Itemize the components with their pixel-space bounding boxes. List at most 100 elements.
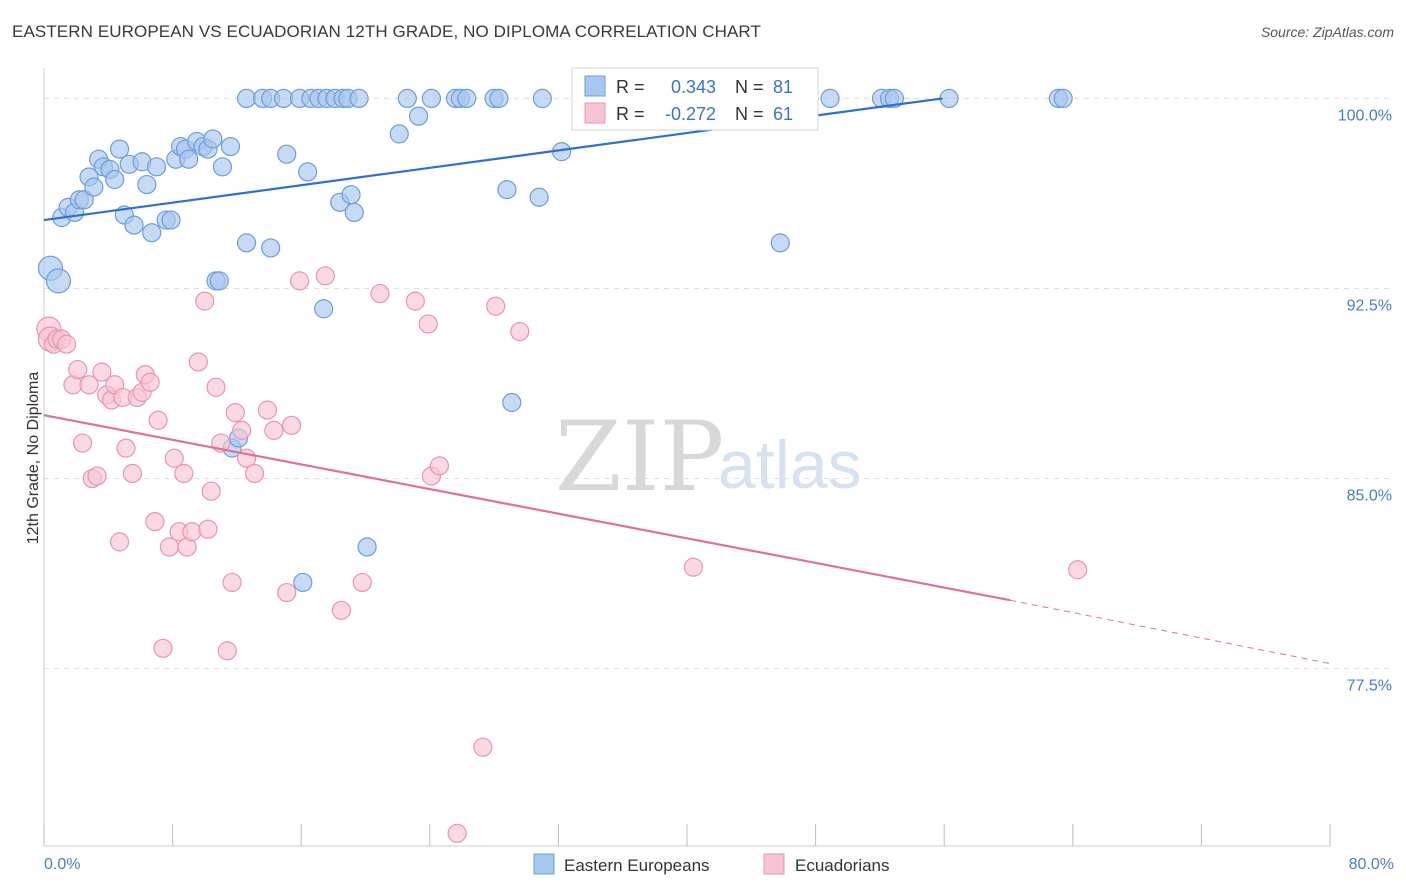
point-eastern-european xyxy=(349,88,369,109)
point-ecuadorian xyxy=(92,362,112,382)
point-ecuadorian xyxy=(418,314,438,334)
point-ecuadorian xyxy=(257,400,278,420)
point-ecuadorian xyxy=(195,291,215,311)
y-tick-label: 100.0% xyxy=(1338,107,1392,124)
point-eastern-european xyxy=(45,268,72,294)
point-eastern-european xyxy=(84,177,104,197)
legend-swatch-ecuadorians xyxy=(763,853,785,875)
watermark: ZIP atlas xyxy=(555,401,862,513)
point-ecuadorian xyxy=(429,456,450,476)
point-eastern-european xyxy=(179,149,199,169)
y-axis-title: 12th Grade, No Diploma xyxy=(25,372,42,545)
point-ecuadorian xyxy=(72,433,93,453)
stats-legend-frame xyxy=(571,67,819,131)
watermark-atlas: atlas xyxy=(718,427,862,503)
trend-line-ecuadorians-extension xyxy=(1010,599,1331,665)
point-ecuadorian xyxy=(510,321,530,342)
point-eastern-european xyxy=(341,185,361,205)
point-eastern-european xyxy=(220,136,241,157)
point-eastern-european xyxy=(314,299,334,319)
point-eastern-european xyxy=(137,174,157,195)
point-eastern-european xyxy=(357,537,377,557)
legend-label-eastern-europeans: Eastern Europeans xyxy=(564,856,710,875)
point-eastern-european xyxy=(146,157,167,177)
point-ecuadorian xyxy=(153,638,173,658)
point-ecuadorian xyxy=(206,377,226,397)
point-ecuadorian xyxy=(447,823,467,843)
x-tick-label-min: 0.0% xyxy=(44,856,80,873)
legend-swatch-pink xyxy=(584,102,606,124)
pink-r-value: -0.272 xyxy=(665,104,716,124)
series-eastern-europeans xyxy=(37,88,1073,593)
point-ecuadorian xyxy=(174,463,194,484)
x-tick-labels: 0.0% 80.0% xyxy=(44,856,1394,873)
point-ecuadorian xyxy=(140,372,160,392)
bottom-legend: Eastern Europeans Ecuadorians xyxy=(533,853,890,875)
point-eastern-european xyxy=(298,162,318,182)
point-ecuadorian xyxy=(244,463,265,484)
series-ecuadorians xyxy=(36,266,1088,843)
point-ecuadorian xyxy=(486,296,506,316)
point-ecuadorian xyxy=(277,582,297,603)
x-tick-label-max: 80.0% xyxy=(1349,856,1394,873)
y-tick-labels: 100.0% 92.5% 85.0% 77.5% xyxy=(1338,107,1392,694)
point-eastern-european xyxy=(236,88,257,109)
point-eastern-european xyxy=(344,202,364,223)
point-eastern-european xyxy=(939,88,959,109)
point-eastern-european xyxy=(273,88,294,109)
point-eastern-european xyxy=(293,572,313,593)
point-eastern-european xyxy=(1053,88,1073,109)
y-tick-label: 77.5% xyxy=(1347,678,1392,695)
point-eastern-european xyxy=(212,157,233,177)
point-eastern-european xyxy=(209,271,229,291)
legend-label-ecuadorians: Ecuadorians xyxy=(795,856,890,875)
trend-line-ecuadorians xyxy=(43,414,1011,602)
point-eastern-european xyxy=(502,392,522,413)
point-ecuadorian xyxy=(225,403,245,423)
point-ecuadorian xyxy=(188,352,208,372)
point-ecuadorian xyxy=(164,448,184,468)
gridlines xyxy=(44,97,1392,670)
point-eastern-european xyxy=(203,129,223,149)
point-ecuadorian xyxy=(148,410,168,430)
point-eastern-european xyxy=(457,88,477,109)
blue-n-value: 81 xyxy=(773,77,793,97)
point-eastern-european xyxy=(489,88,509,109)
point-eastern-european xyxy=(770,233,790,253)
y-tick-label: 92.5% xyxy=(1347,297,1392,314)
point-ecuadorian xyxy=(473,737,493,757)
point-eastern-european xyxy=(532,88,552,109)
point-ecuadorian xyxy=(331,600,351,620)
point-ecuadorian xyxy=(79,375,99,395)
point-eastern-european xyxy=(389,124,409,144)
point-ecuadorian xyxy=(1068,560,1088,580)
point-eastern-european xyxy=(124,215,144,235)
point-eastern-european xyxy=(277,144,297,164)
legend-swatch-eastern-europeans xyxy=(533,853,555,875)
point-eastern-european xyxy=(142,223,162,243)
point-eastern-european xyxy=(884,88,904,109)
point-ecuadorian xyxy=(145,512,165,532)
point-ecuadorian xyxy=(116,438,136,458)
point-ecuadorian xyxy=(68,359,88,380)
point-ecuadorian xyxy=(217,641,237,661)
point-ecuadorian xyxy=(289,271,310,291)
point-ecuadorian xyxy=(352,572,372,593)
blue-r-label: R = xyxy=(616,77,645,97)
point-ecuadorian xyxy=(198,519,218,539)
point-eastern-european xyxy=(261,238,281,258)
point-ecuadorian xyxy=(281,415,302,435)
point-ecuadorian xyxy=(683,557,704,577)
blue-n-label: N = xyxy=(735,77,764,97)
point-ecuadorian xyxy=(182,522,202,542)
point-ecuadorian xyxy=(56,334,77,354)
blue-r-value: 0.343 xyxy=(671,77,716,97)
point-eastern-european xyxy=(397,88,417,109)
pink-r-label: R = xyxy=(616,104,645,124)
stats-legend: R = 0.343 N = 81 R = -0.272 N = 61 xyxy=(571,67,819,131)
legend-swatch-blue xyxy=(584,75,606,97)
point-ecuadorian xyxy=(370,283,390,304)
pink-n-label: N = xyxy=(735,104,764,124)
point-eastern-european xyxy=(161,210,181,230)
point-ecuadorian xyxy=(232,420,252,440)
